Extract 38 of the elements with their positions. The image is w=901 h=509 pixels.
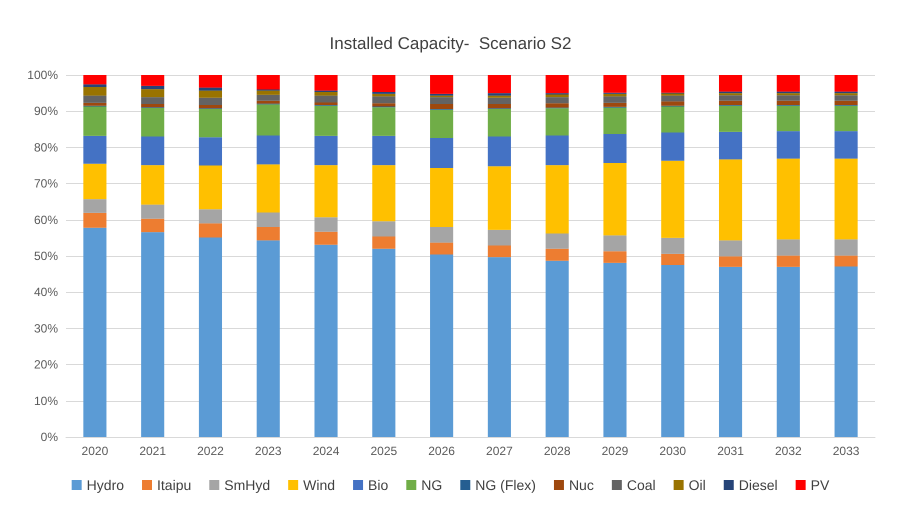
chart-title: Installed Capacity- Scenario S2 bbox=[330, 34, 572, 53]
legend-label: Wind bbox=[303, 477, 336, 493]
legend-label: Diesel bbox=[738, 477, 778, 493]
legend-label: Coal bbox=[626, 477, 656, 493]
legend-label: Oil bbox=[688, 477, 706, 493]
x-tick-label: 2024 bbox=[312, 444, 340, 458]
x-tick-label: 2033 bbox=[832, 444, 860, 458]
y-tick-label: 0% bbox=[40, 430, 58, 444]
y-tick-label: 60% bbox=[34, 212, 58, 227]
legend-label: Bio bbox=[368, 477, 389, 493]
x-tick-label: 2031 bbox=[717, 444, 744, 458]
y-tick-label: 80% bbox=[34, 140, 58, 154]
y-tick-label: 30% bbox=[34, 321, 58, 336]
y-tick-label: 90% bbox=[34, 104, 58, 118]
legend-label: Nuc bbox=[568, 477, 594, 493]
x-tick-label: 2029 bbox=[602, 444, 629, 458]
x-tick-label: 2021 bbox=[139, 444, 166, 458]
legend-label: SmHyd bbox=[224, 477, 270, 493]
y-tick-label: 20% bbox=[34, 358, 58, 372]
x-tick-label: 2028 bbox=[544, 444, 571, 458]
legend-label: NG (Flex) bbox=[475, 477, 536, 493]
legend-label: NG bbox=[421, 477, 442, 493]
y-tick-label: 100% bbox=[27, 68, 58, 82]
x-tick-label: 2027 bbox=[486, 444, 514, 458]
x-tick-label: 2025 bbox=[370, 444, 398, 458]
x-tick-label: 2030 bbox=[659, 444, 686, 458]
x-tick-label: 2026 bbox=[428, 444, 456, 458]
y-tick-label: 10% bbox=[34, 394, 58, 408]
x-tick-label: 2022 bbox=[197, 444, 224, 458]
x-tick-label: 2023 bbox=[254, 444, 282, 458]
y-tick-label: 50% bbox=[34, 249, 58, 263]
x-tick-label: 2020 bbox=[82, 444, 109, 458]
legend-label: Hydro bbox=[86, 477, 124, 493]
y-tick-label: 40% bbox=[34, 285, 58, 300]
y-tick-label: 70% bbox=[34, 176, 58, 191]
legend-label: Itaipu bbox=[157, 477, 192, 493]
x-tick-label: 2032 bbox=[774, 444, 802, 458]
legend-label: PV bbox=[810, 477, 830, 493]
